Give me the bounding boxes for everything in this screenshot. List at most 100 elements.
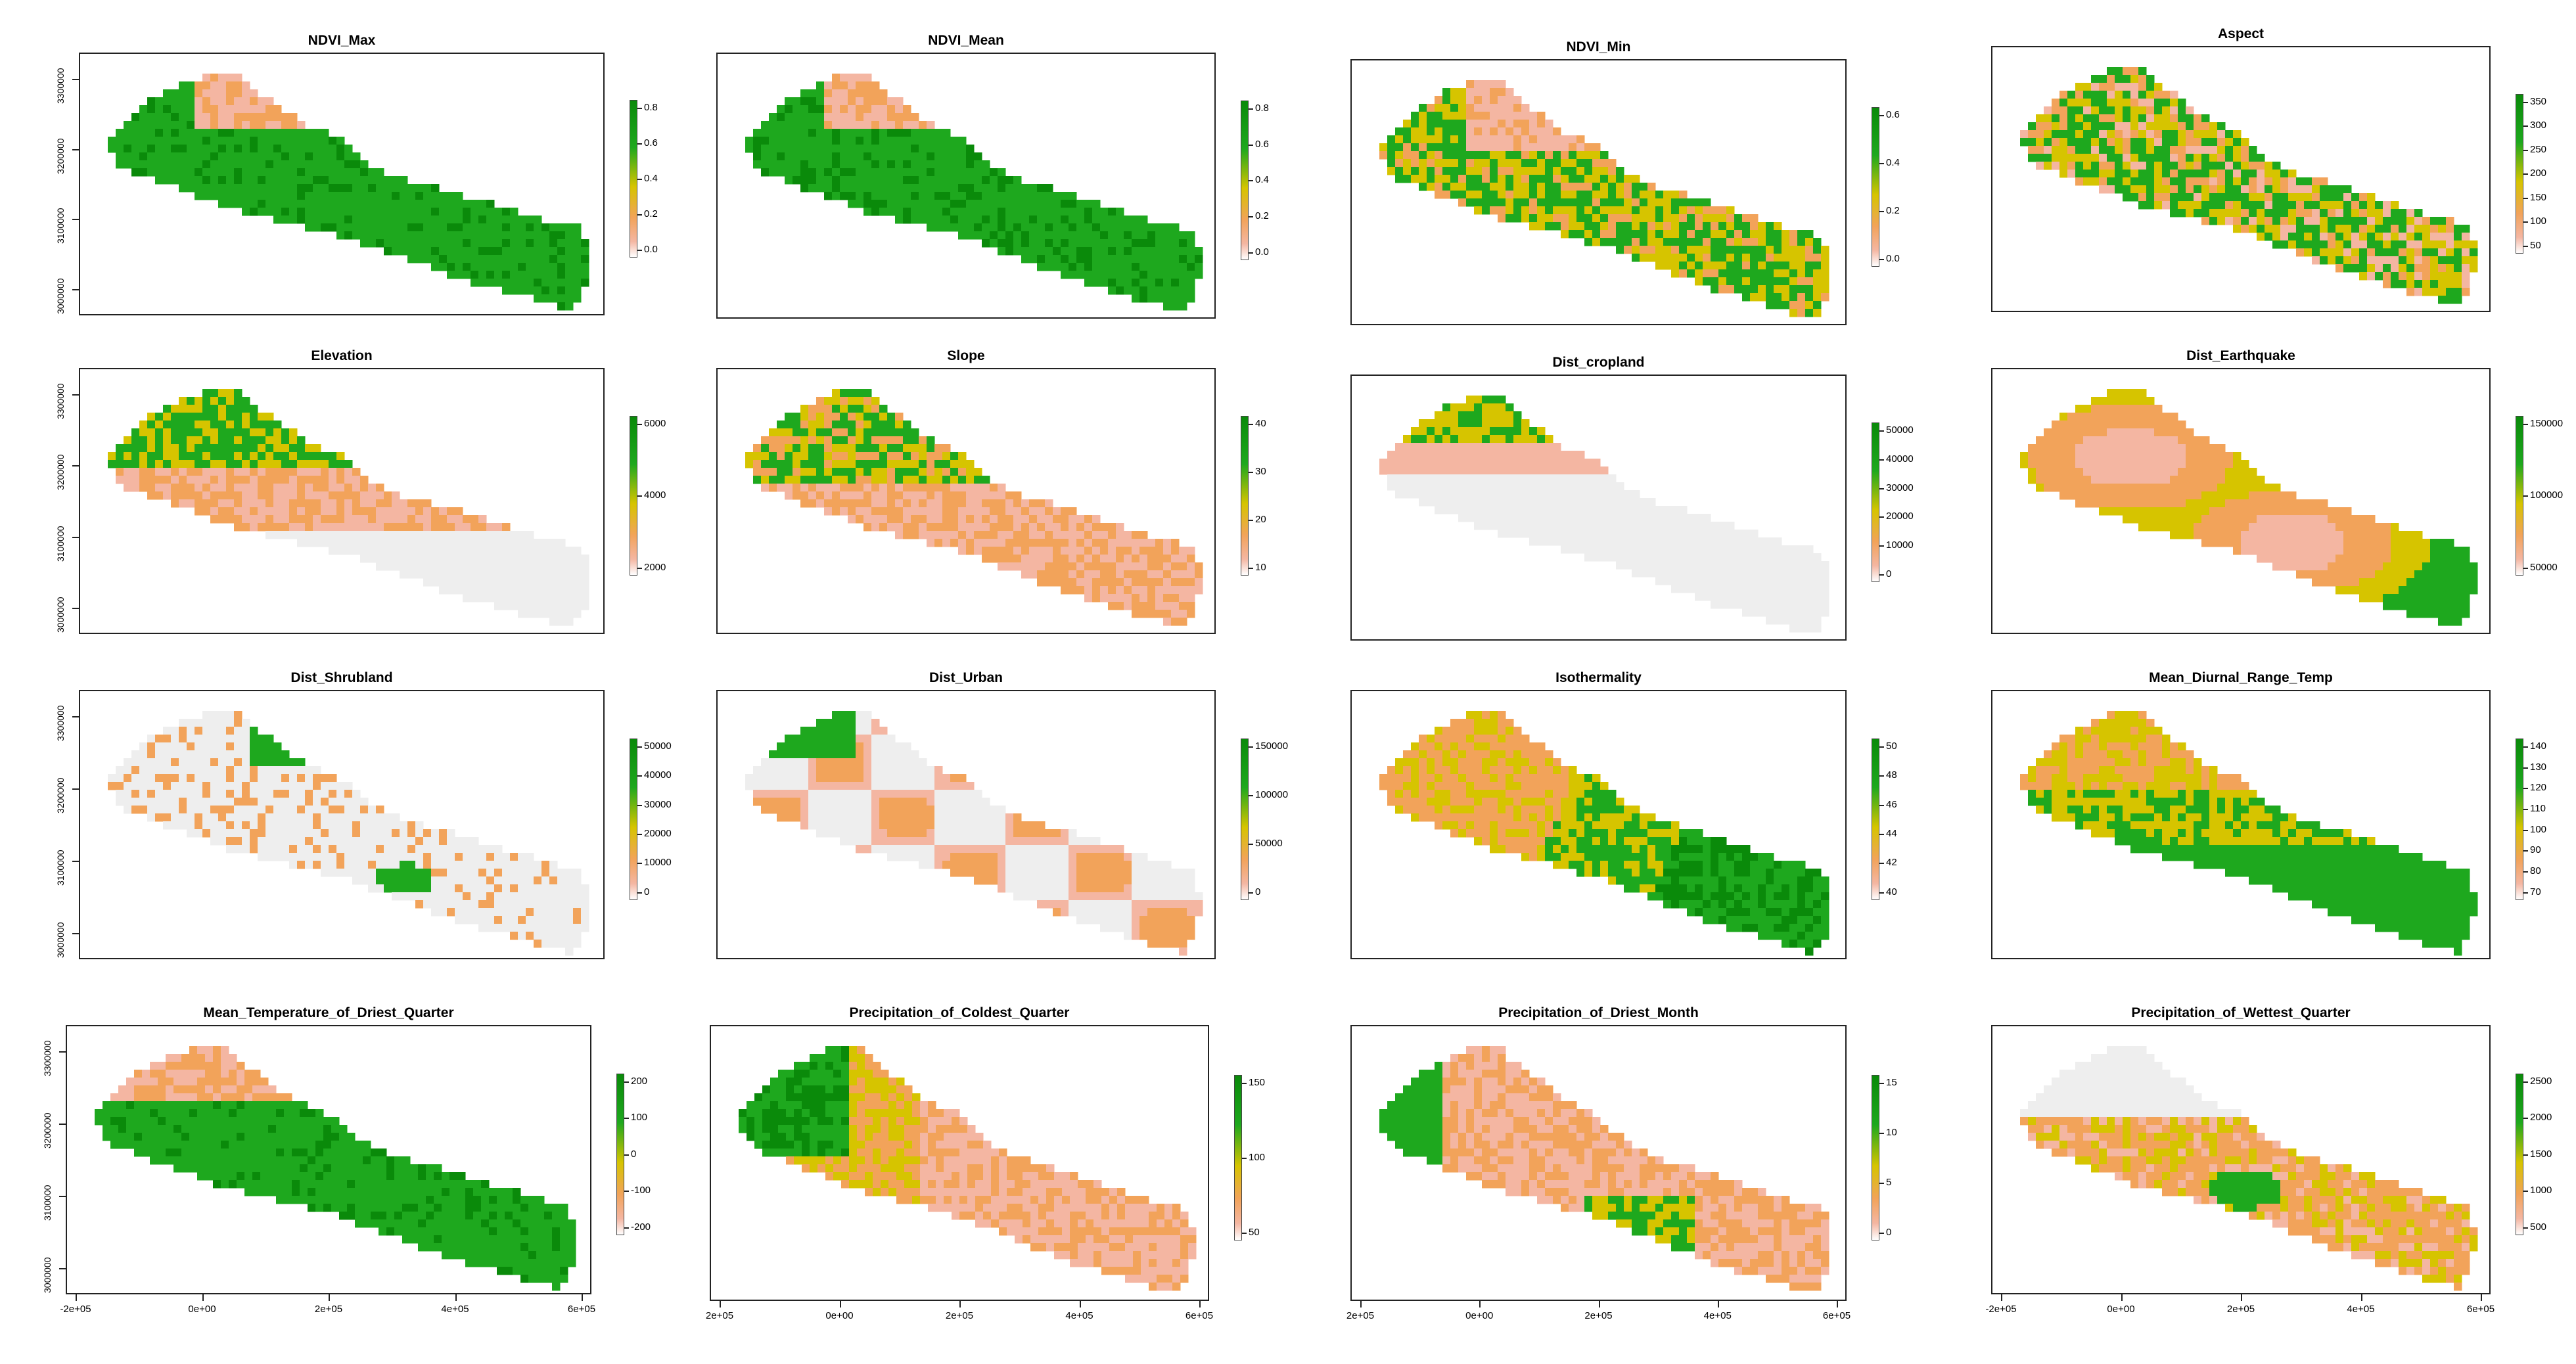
- raster-cell: [1132, 539, 1140, 547]
- raster-cell: [250, 468, 258, 476]
- raster-cell: [1490, 419, 1498, 428]
- raster-cell: [1435, 135, 1443, 144]
- raster-cell: [265, 468, 274, 476]
- raster-cell: [761, 436, 770, 445]
- raster-cell: [1632, 238, 1640, 246]
- raster-cell: [234, 74, 242, 82]
- raster-cell: [2059, 413, 2068, 421]
- legend-tick: [1249, 180, 1253, 182]
- raster-cell: [1561, 498, 1569, 507]
- raster-cell: [903, 208, 911, 216]
- raster-cell: [265, 507, 274, 516]
- raster-cell: [218, 89, 227, 98]
- raster-cell: [800, 468, 809, 476]
- raster-cell: [407, 539, 416, 547]
- raster-cell: [557, 539, 566, 547]
- raster-cell: [1490, 183, 1498, 191]
- raster-cell: [856, 413, 864, 421]
- raster-cell: [116, 137, 124, 145]
- raster-cell: [234, 89, 242, 98]
- raster-cell: [471, 523, 479, 532]
- raster-cell: [887, 208, 896, 216]
- raster-cell: [2178, 193, 2186, 202]
- raster-cell: [2115, 389, 2123, 398]
- raster-cell: [431, 200, 440, 208]
- raster-cell: [1640, 506, 1648, 514]
- raster-cell: [179, 460, 187, 468]
- raster-cell: [1061, 578, 1069, 587]
- raster-cell: [1442, 435, 1451, 443]
- raster-cell: [895, 121, 904, 129]
- raster-cell: [281, 491, 290, 500]
- raster-cell: [541, 570, 550, 579]
- raster-cell: [2217, 209, 2226, 217]
- raster-cell: [2320, 177, 2328, 186]
- raster-cell: [392, 515, 400, 524]
- raster-cell: [1734, 545, 1743, 554]
- raster-cell: [895, 129, 904, 137]
- raster-cell: [1608, 214, 1617, 223]
- raster-cell: [226, 405, 235, 413]
- raster-cell: [2201, 162, 2210, 170]
- raster-cell: [1813, 261, 1822, 270]
- raster-cell: [2351, 256, 2360, 265]
- raster-cell: [903, 129, 911, 137]
- raster-cell: [871, 113, 880, 122]
- raster-cell: [2123, 162, 2131, 170]
- raster-cell: [998, 484, 1006, 492]
- raster-cell: [1061, 555, 1069, 563]
- raster-cell: [2107, 389, 2115, 398]
- raster-cell: [1139, 216, 1148, 224]
- raster-cell: [549, 231, 558, 240]
- raster-cell: [808, 152, 817, 161]
- raster-cell: [1687, 230, 1695, 239]
- raster-cell: [321, 192, 329, 200]
- raster-cell: [1458, 143, 1467, 152]
- raster-cell: [273, 421, 282, 429]
- raster-cell: [1458, 427, 1467, 436]
- raster-cell: [2249, 225, 2257, 233]
- raster-cell: [258, 421, 266, 429]
- raster-cell: [1045, 255, 1053, 263]
- raster-cell: [942, 468, 951, 476]
- raster-cell: [2296, 248, 2305, 257]
- raster-cell: [1647, 214, 1656, 223]
- raster-cell: [1616, 498, 1624, 507]
- raster-cell: [1576, 490, 1585, 499]
- raster-cell: [2067, 114, 2076, 123]
- raster-cell: [1561, 506, 1569, 514]
- raster-cell: [2241, 185, 2249, 194]
- raster-cell: [1513, 482, 1522, 491]
- raster-cell: [258, 105, 266, 114]
- raster-cell: [871, 184, 880, 193]
- raster-cell: [281, 137, 290, 145]
- raster-cell: [934, 539, 943, 547]
- raster-cell: [1506, 206, 1514, 215]
- raster-cell: [1474, 443, 1483, 451]
- raster-cell: [1600, 514, 1609, 522]
- raster-cell: [250, 421, 258, 429]
- raster-cell: [927, 176, 935, 185]
- raster-cell: [2123, 146, 2131, 154]
- raster-cell: [2233, 177, 2242, 186]
- raster-cell: [1774, 301, 1782, 309]
- raster-cell: [2115, 428, 2123, 437]
- raster-cell: [1092, 531, 1101, 539]
- raster-cell: [1395, 490, 1404, 499]
- raster-cell: [202, 421, 211, 429]
- raster-cell: [534, 239, 542, 248]
- raster-cell: [1124, 539, 1132, 547]
- raster-cell: [1734, 261, 1743, 270]
- raster-cell: [242, 121, 250, 129]
- raster-cell: [195, 460, 203, 468]
- raster-cell: [1569, 175, 1577, 183]
- raster-cell: [463, 523, 471, 532]
- raster-cell: [998, 515, 1006, 524]
- raster-cell: [400, 531, 408, 539]
- raster-cell: [336, 531, 345, 539]
- raster-cell: [1687, 246, 1695, 254]
- raster-cell: [942, 476, 951, 484]
- raster-cell: [2367, 256, 2376, 265]
- raster-cell: [848, 436, 856, 445]
- raster-cell: [210, 452, 219, 461]
